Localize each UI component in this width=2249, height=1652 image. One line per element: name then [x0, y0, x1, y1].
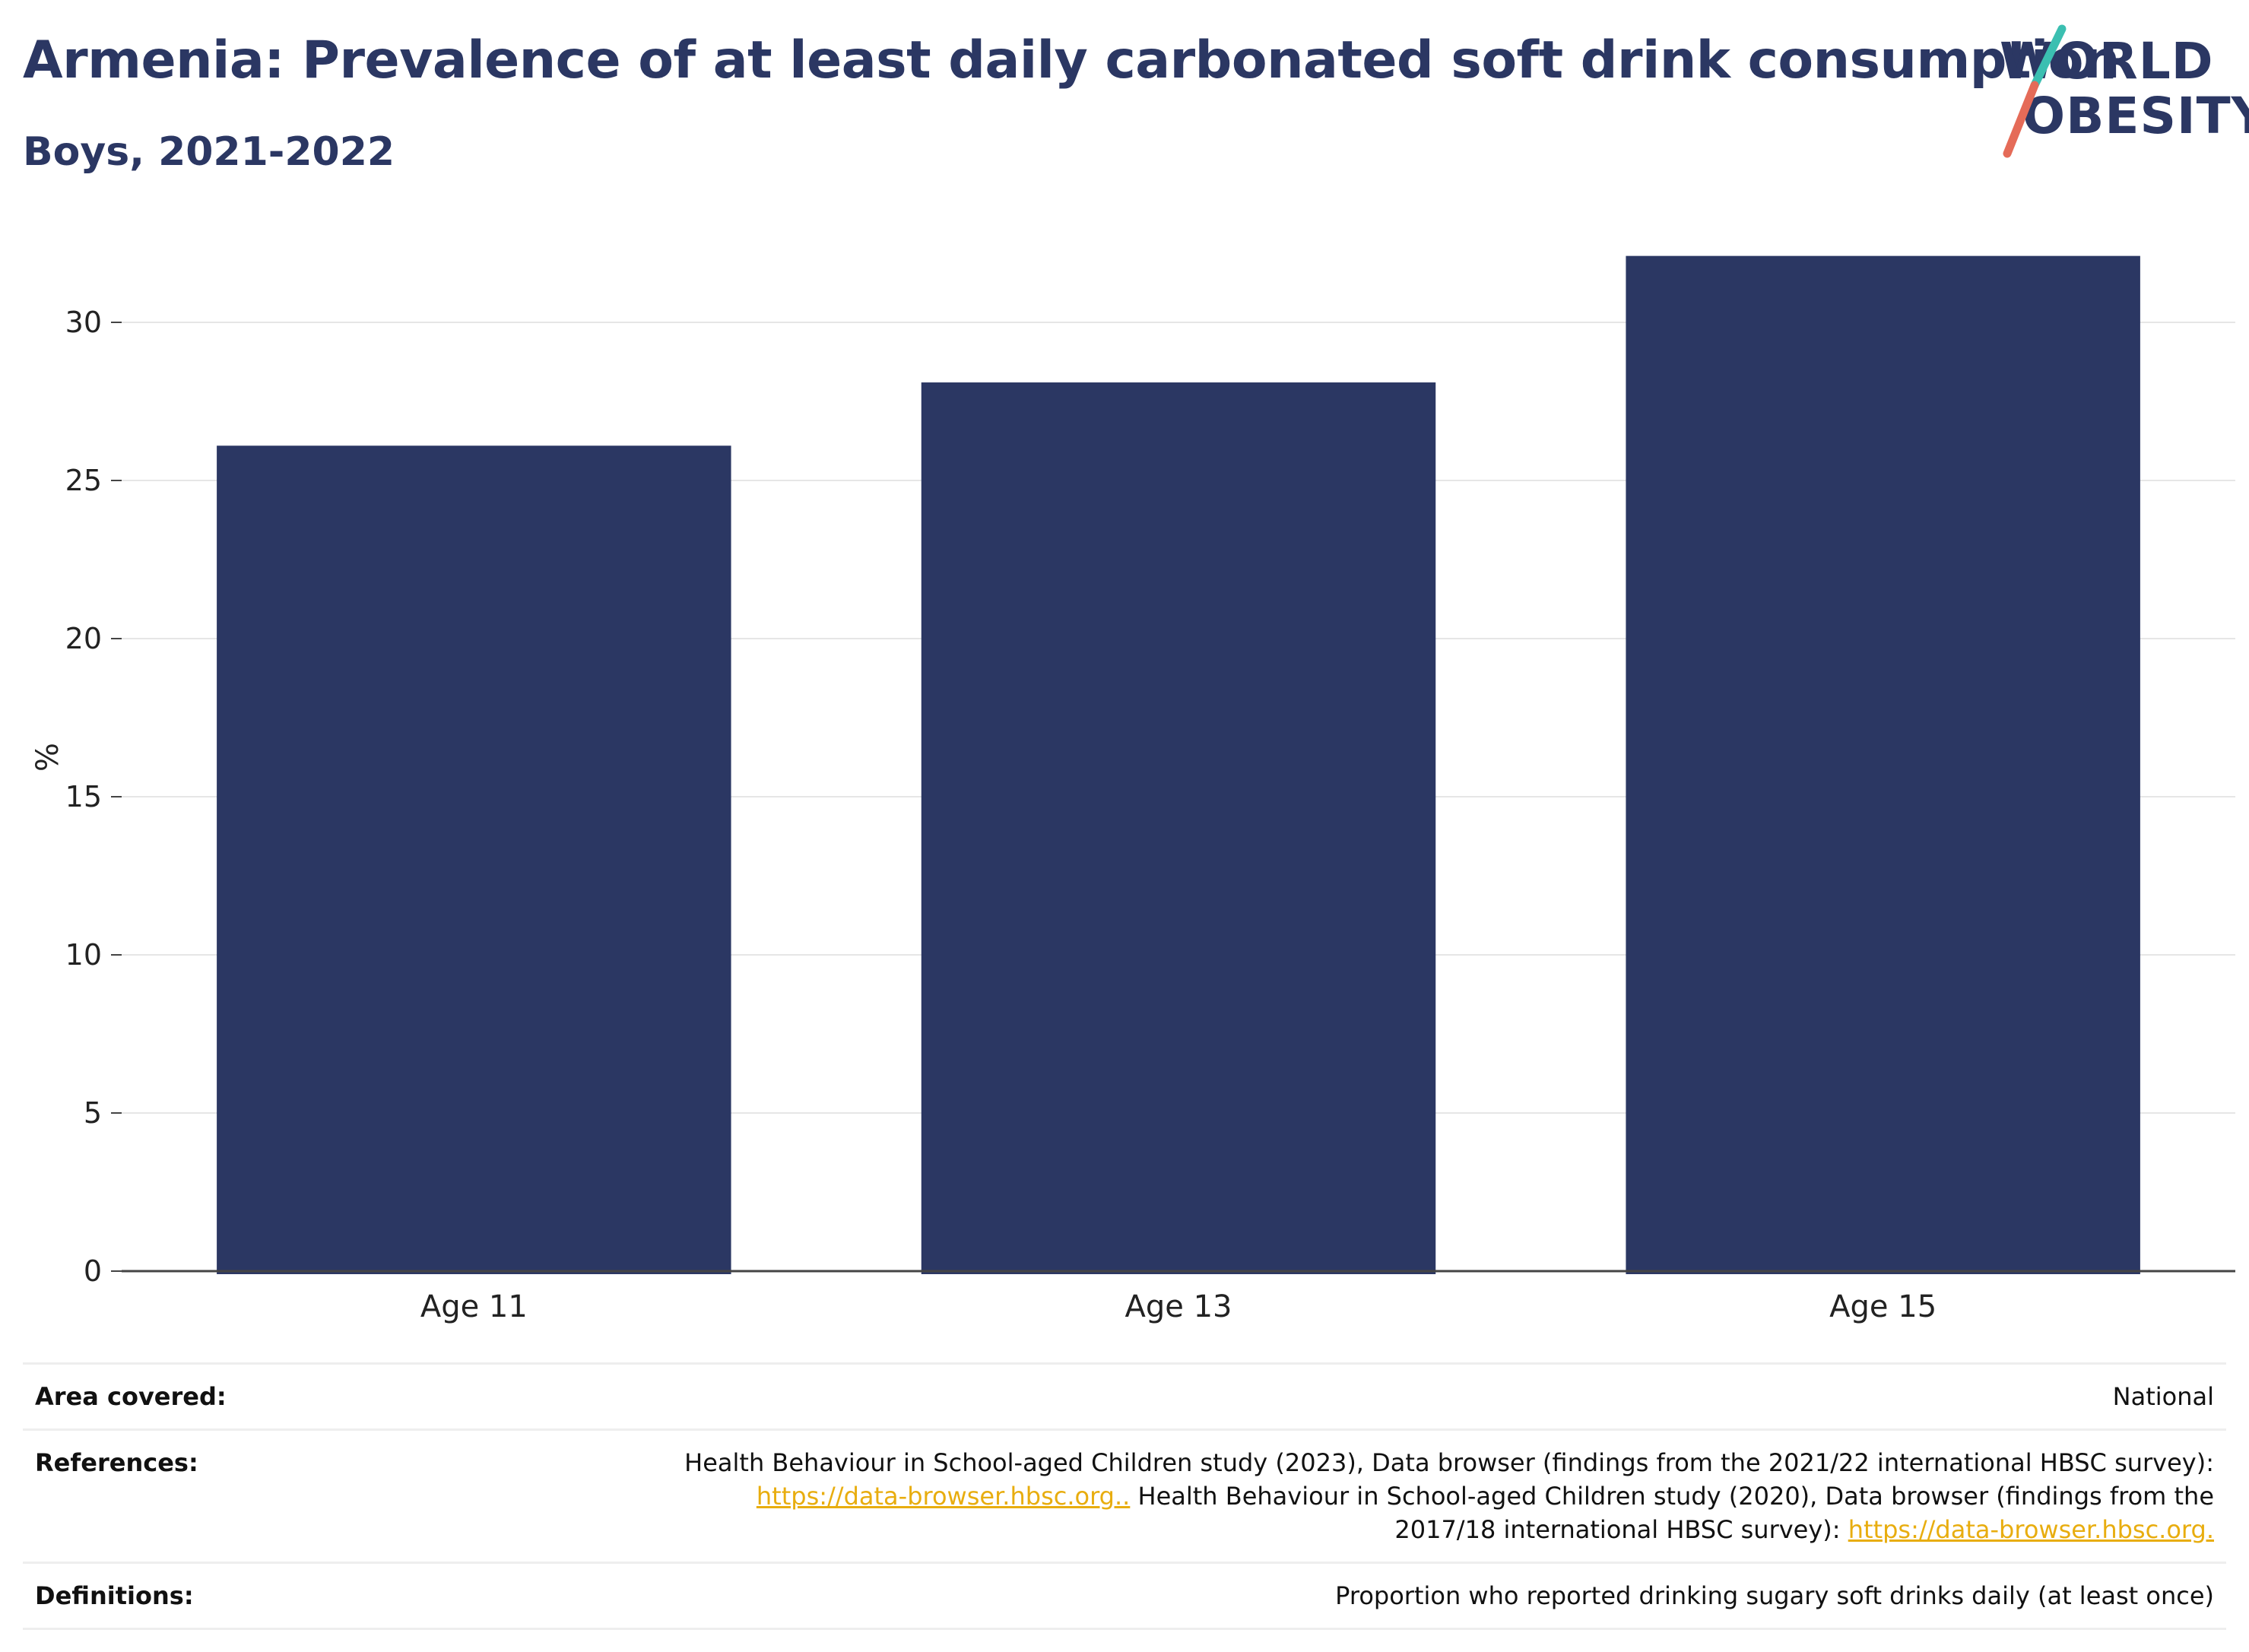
logo-slash-icon — [2003, 24, 2067, 158]
chart-subtitle: Boys, 2021-2022 — [23, 129, 395, 175]
reference-text-2: Health Behaviour in School-aged Children… — [1130, 1482, 2215, 1544]
reference-text-1: Health Behaviour in School-aged Children… — [684, 1448, 2214, 1477]
y-tick-label: 20 — [65, 622, 102, 655]
y-tick-label: 10 — [65, 938, 102, 972]
area-covered-value: National — [2112, 1382, 2214, 1411]
x-tick-label: Age 11 — [420, 1289, 528, 1324]
area-covered-row: Area covered: National — [23, 1362, 2226, 1428]
area-covered-label: Area covered: — [35, 1382, 227, 1411]
bar-age-11[interactable] — [217, 446, 731, 1274]
world-obesity-logo[interactable]: WORLD OBESITY — [1977, 23, 2249, 160]
axes: 0 5 10 15 20 25 30 Age 11 Age 13 Age 15 — [65, 306, 2235, 1324]
definitions-row: Definitions: Proportion who reported dri… — [23, 1562, 2226, 1630]
bar-age-15[interactable] — [1626, 255, 2140, 1274]
y-tick-label: 5 — [84, 1096, 102, 1130]
bar-age-13[interactable] — [921, 382, 1436, 1274]
definitions-label: Definitions: — [35, 1581, 194, 1610]
references-row: References: Health Behaviour in School-a… — [23, 1428, 2226, 1562]
info-table: Area covered: National References: Healt… — [23, 1362, 2226, 1630]
y-tick-label: 25 — [65, 464, 102, 497]
references-label: References: — [35, 1448, 198, 1477]
reference-link-1[interactable]: https://data-browser.hbsc.org.. — [756, 1482, 1131, 1511]
bars — [217, 255, 2140, 1274]
reference-link-2[interactable]: https://data-browser.hbsc.org. — [1848, 1515, 2214, 1544]
chart-title: Armenia: Prevalence of at least daily ca… — [23, 30, 2120, 90]
definitions-value: Proportion who reported drinking sugary … — [1335, 1581, 2214, 1610]
y-axis-title: % — [30, 743, 65, 772]
logo-line-2: OBESITY — [2022, 87, 2249, 145]
y-tick-label: 15 — [65, 780, 102, 813]
y-tick-label: 0 — [84, 1254, 102, 1288]
x-tick-label: Age 15 — [1829, 1289, 1937, 1324]
y-tick-label: 30 — [65, 306, 102, 339]
bar-chart: 0 5 10 15 20 25 30 Age 11 Age 13 Age 15 % — [30, 255, 2235, 1324]
references-value: Health Behaviour in School-aged Children… — [655, 1446, 2214, 1546]
x-tick-label: Age 13 — [1125, 1289, 1232, 1324]
